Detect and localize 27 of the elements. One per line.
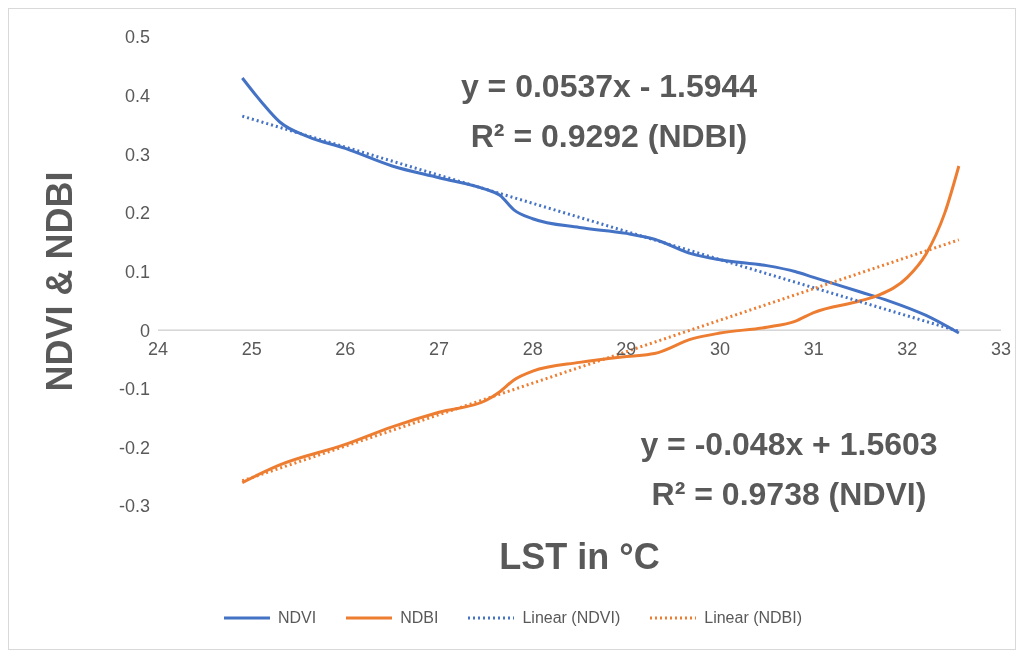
x-tick-label: 28 — [522, 338, 543, 359]
legend-label: NDVI — [277, 609, 317, 627]
y-tick-label: 0.3 — [124, 144, 150, 165]
legend-label: Linear (NDBI) — [704, 609, 803, 627]
x-tick-label: 33 — [990, 338, 1012, 359]
y-tick-label: 0.1 — [124, 261, 150, 282]
y-tick-label: -0.1 — [118, 379, 150, 400]
x-tick-label: 32 — [897, 338, 918, 359]
x-axis-title: LST in °C — [499, 536, 660, 577]
legend-label: Linear (NDVI) — [522, 609, 621, 627]
x-tick-label: 26 — [335, 338, 356, 359]
x-tick-label: 29 — [616, 338, 637, 359]
y-tick-label: -0.3 — [118, 496, 150, 517]
y-tick-label: 0 — [139, 320, 150, 341]
annotation: y = 0.0537x - 1.5944 R² = 0.9292 (NDBI) — [459, 67, 759, 156]
x-tick-label: 31 — [803, 338, 824, 359]
y-tick-label: 0.5 — [124, 27, 150, 48]
legend-label: NDBI — [400, 609, 439, 627]
y-tick-label: 0.4 — [124, 86, 150, 107]
x-tick-label: 27 — [428, 338, 450, 359]
x-tick-label: 30 — [709, 338, 731, 359]
y-axis-title: NDVI & NDBI — [38, 171, 80, 392]
y-tick-label: 0.2 — [124, 203, 150, 224]
y-tick-label: -0.2 — [118, 437, 150, 458]
x-tick-label: 24 — [147, 338, 169, 359]
x-tick-label: 25 — [241, 338, 262, 359]
annotation: y = -0.048x + 1.5603 R² = 0.9738 (NDVI) — [639, 425, 939, 514]
